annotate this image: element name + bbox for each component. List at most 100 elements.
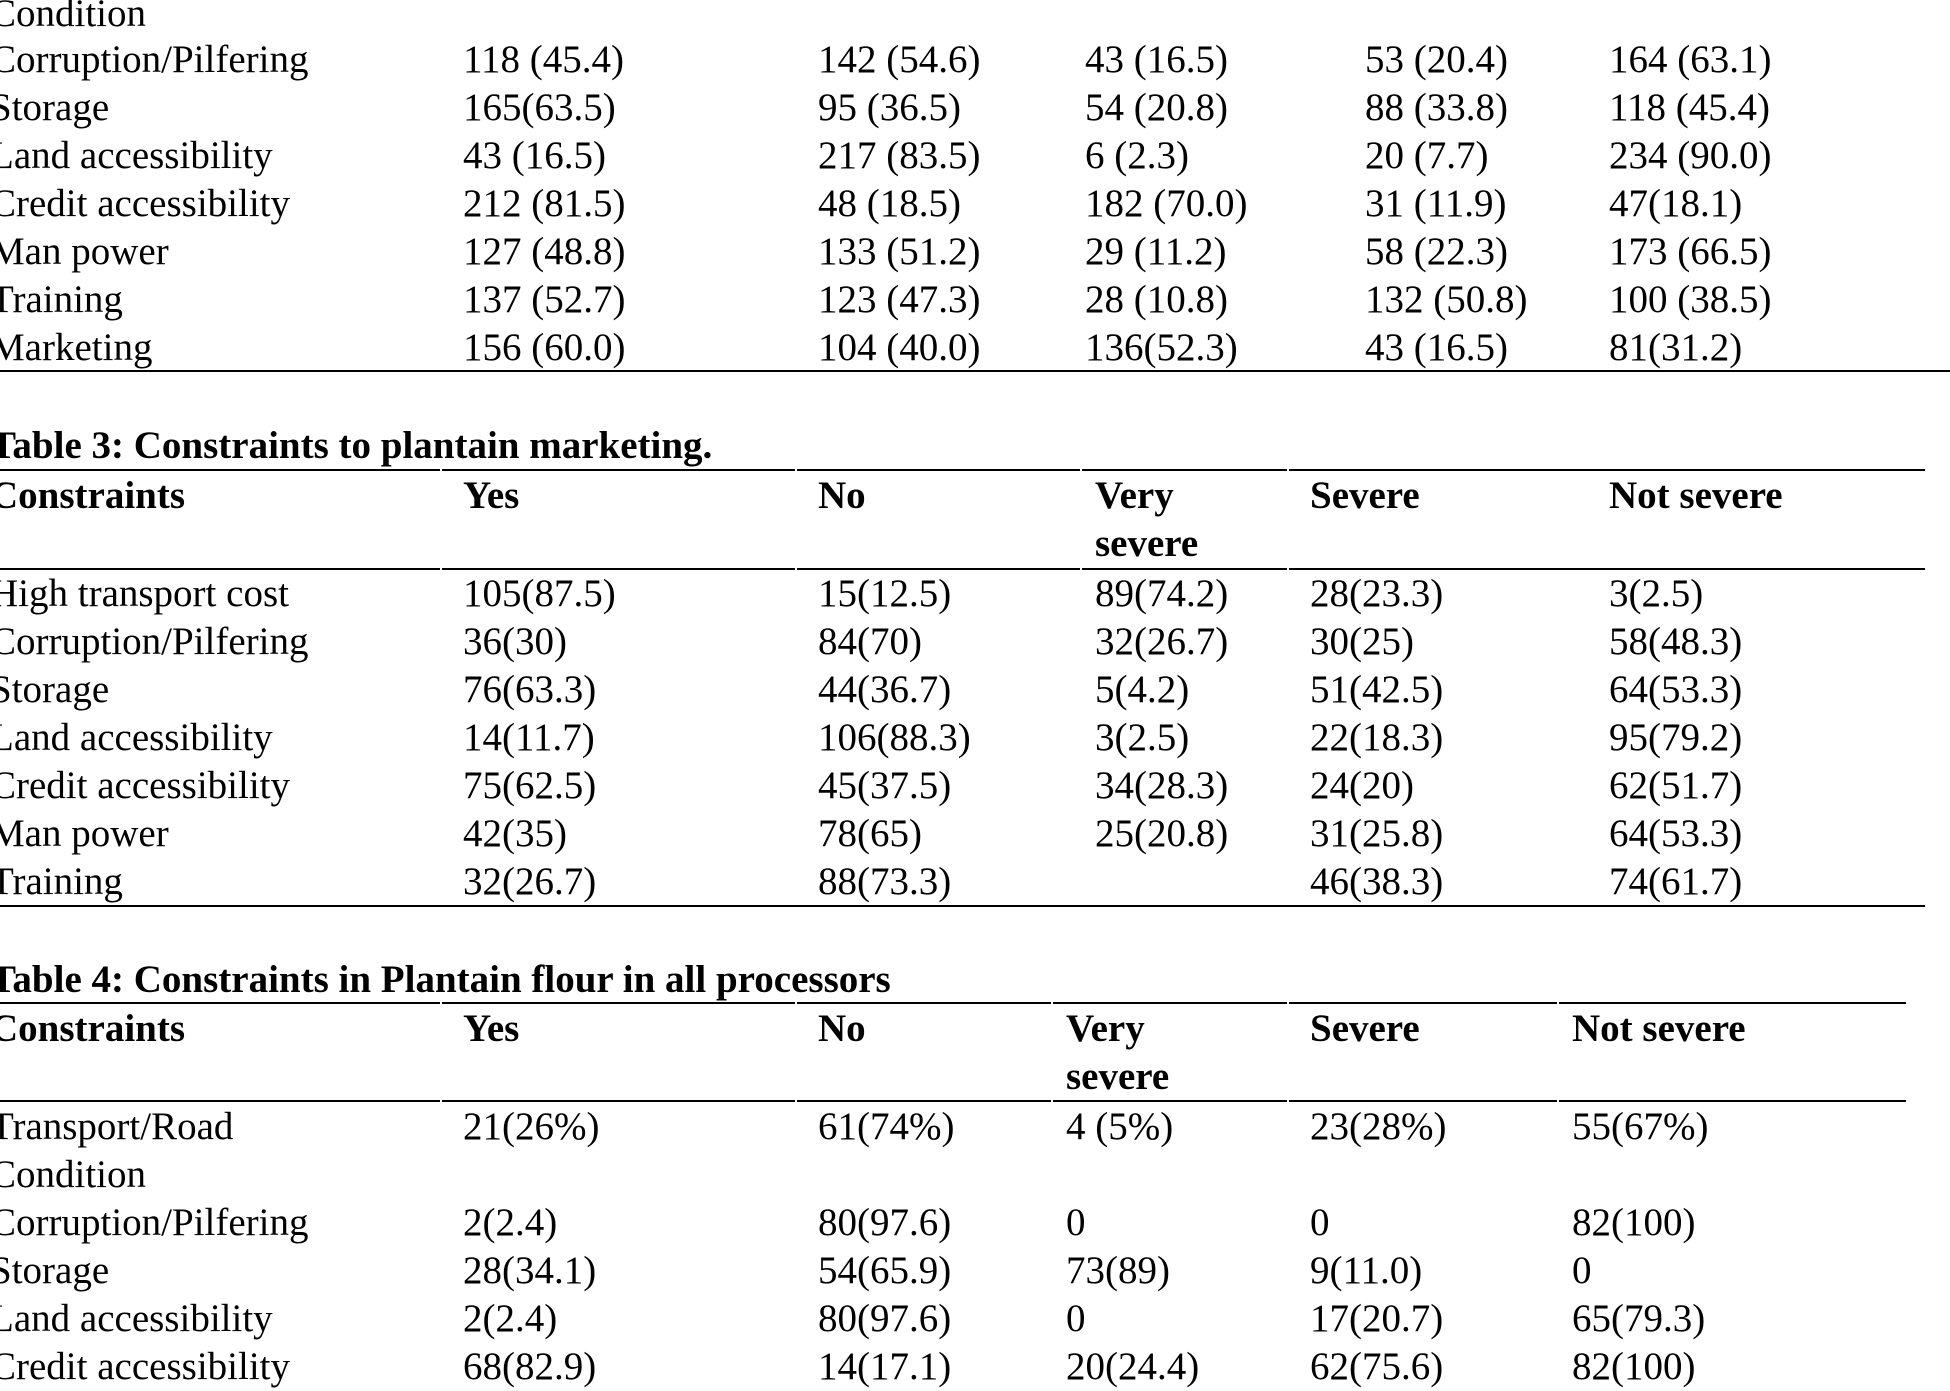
constraint-cell: Storage (0, 668, 110, 711)
yes-cell: 14(11.7) (463, 716, 595, 759)
table-row: Land accessibility 43 (16.5) 217 (83.5) … (0, 132, 1950, 180)
very-severe-cell: 89(74.2) (1095, 572, 1229, 615)
table-row: Corruption/Pilfering 2(2.4) 80(97.6) 0 0… (0, 1199, 1950, 1247)
no-cell: 217 (83.5) (818, 134, 981, 177)
not-severe-cell: 55(67%) (1572, 1105, 1709, 1148)
very-severe-cell: 182 (70.0) (1085, 182, 1248, 225)
not-severe-cell: 58(48.3) (1609, 620, 1743, 663)
header-yes: Yes (463, 1007, 520, 1050)
table-row: High transport cost 105(87.5) 15(12.5) 8… (0, 570, 1950, 618)
no-cell: 123 (47.3) (818, 278, 981, 321)
yes-cell: 118 (45.4) (463, 38, 625, 81)
no-cell: 78(65) (818, 812, 922, 855)
yes-cell: 68(82.9) (463, 1345, 597, 1388)
column-gap (1287, 997, 1289, 1007)
no-cell: 106(88.3) (818, 716, 971, 759)
constraint-cell-line2: Condition (0, 1153, 147, 1196)
yes-cell: 21(26%) (463, 1105, 600, 1148)
header-yes: Yes (463, 474, 520, 517)
not-severe-cell: 81(31.2) (1609, 326, 1743, 369)
constraint-cell: Storage (0, 1249, 110, 1292)
table-header-row: Constraints Yes No Very Severe Not sever… (0, 472, 1950, 520)
column-gap (1557, 1095, 1559, 1105)
constraint-cell: High transport cost (0, 572, 289, 615)
not-severe-cell: 82(100) (1572, 1201, 1696, 1244)
yes-cell: 165(63.5) (463, 86, 616, 129)
very-severe-cell: 34(28.3) (1095, 764, 1229, 807)
header-constraints: Constraints (0, 1007, 186, 1050)
header-severe: Severe (1310, 474, 1420, 517)
severe-cell: 17(20.7) (1310, 1297, 1444, 1340)
table-row: Storage 165(63.5) 95 (36.5) 54 (20.8) 88… (0, 84, 1950, 132)
column-gap (795, 1095, 797, 1105)
yes-cell: 212 (81.5) (463, 182, 626, 225)
table-row: Corruption/Pilfering 118 (45.4) 142 (54.… (0, 36, 1950, 84)
column-gap (440, 997, 442, 1007)
not-severe-cell: 64(53.3) (1609, 812, 1743, 855)
table-top-rule (0, 469, 1925, 471)
not-severe-cell: 82(100) (1572, 1345, 1696, 1388)
table-row: Corruption/Pilfering 36(30) 84(70) 32(26… (0, 618, 1950, 666)
column-gap (795, 997, 797, 1007)
no-cell: 54(65.9) (818, 1249, 952, 1292)
column-gap (1287, 1095, 1289, 1105)
header-no: No (818, 474, 866, 517)
no-cell: 88(73.3) (818, 860, 952, 903)
constraint-cell: Land accessibility (0, 716, 273, 759)
header-very-severe-line2: severe (1095, 522, 1199, 565)
severe-cell: 0 (1310, 1201, 1330, 1244)
table-row: Land accessibility 14(11.7) 106(88.3) 3(… (0, 714, 1950, 762)
header-severe: Severe (1310, 1007, 1420, 1050)
very-severe-cell: 54 (20.8) (1085, 86, 1228, 129)
column-gap (440, 563, 442, 573)
table-row: Training 137 (52.7) 123 (47.3) 28 (10.8)… (0, 276, 1950, 324)
yes-cell: 28(34.1) (463, 1249, 597, 1292)
column-gap (1080, 464, 1082, 474)
severe-cell: 43 (16.5) (1365, 326, 1508, 369)
no-cell: 133 (51.2) (818, 230, 981, 273)
yes-cell: 43 (16.5) (463, 134, 606, 177)
no-cell: 95 (36.5) (818, 86, 961, 129)
not-severe-cell: 62(51.7) (1609, 764, 1743, 807)
table-top-rule (0, 1002, 1906, 1004)
very-severe-cell: 32(26.7) (1095, 620, 1229, 663)
yes-cell: 2(2.4) (463, 1201, 558, 1244)
constraint-cell: Man power (0, 812, 169, 855)
yes-cell: 127 (48.8) (463, 230, 626, 273)
yes-cell: 36(30) (463, 620, 567, 663)
no-cell: 61(74%) (818, 1105, 955, 1148)
yes-cell: 32(26.7) (463, 860, 597, 903)
severe-cell: 88 (33.8) (1365, 86, 1508, 129)
severe-cell: 62(75.6) (1310, 1345, 1444, 1388)
constraint-cell: Marketing (0, 326, 153, 369)
constraint-cell: Credit accessibility (0, 764, 291, 807)
table-row: Land accessibility 2(2.4) 80(97.6) 0 17(… (0, 1295, 1950, 1343)
constraint-cell: Storage (0, 86, 110, 129)
severe-cell: 22(18.3) (1310, 716, 1444, 759)
severe-cell: 58 (22.3) (1365, 230, 1508, 273)
severe-cell: 51(42.5) (1310, 668, 1444, 711)
very-severe-cell: 25(20.8) (1095, 812, 1229, 855)
column-gap (795, 563, 797, 573)
constraint-cell: Training (0, 860, 123, 903)
not-severe-cell: 3(2.5) (1609, 572, 1704, 615)
no-cell: 14(17.1) (818, 1345, 952, 1388)
table-bottom-rule (0, 905, 1925, 907)
very-severe-cell: 5(4.2) (1095, 668, 1190, 711)
constraint-cell: Transport/Road (0, 1105, 234, 1148)
no-cell: 104 (40.0) (818, 326, 981, 369)
very-severe-cell: 6 (2.3) (1085, 134, 1189, 177)
table-row: Man power 42(35) 78(65) 25(20.8) 31(25.8… (0, 810, 1950, 858)
column-gap (1051, 1095, 1053, 1105)
header-not-severe: Not severe (1572, 1007, 1746, 1050)
constraint-cell: Corruption/Pilfering (0, 1201, 309, 1244)
constraint-cell: Corruption/Pilfering (0, 38, 309, 81)
very-severe-cell: 29 (11.2) (1085, 230, 1227, 273)
table-row: Storage 76(63.3) 44(36.7) 5(4.2) 51(42.5… (0, 666, 1950, 714)
very-severe-cell: 43 (16.5) (1085, 38, 1228, 81)
table-header-rule (0, 1100, 1906, 1102)
severe-cell: 9(11.0) (1310, 1249, 1423, 1292)
constraint-cell: Land accessibility (0, 134, 273, 177)
no-cell: 15(12.5) (818, 572, 952, 615)
column-gap (1080, 563, 1082, 573)
